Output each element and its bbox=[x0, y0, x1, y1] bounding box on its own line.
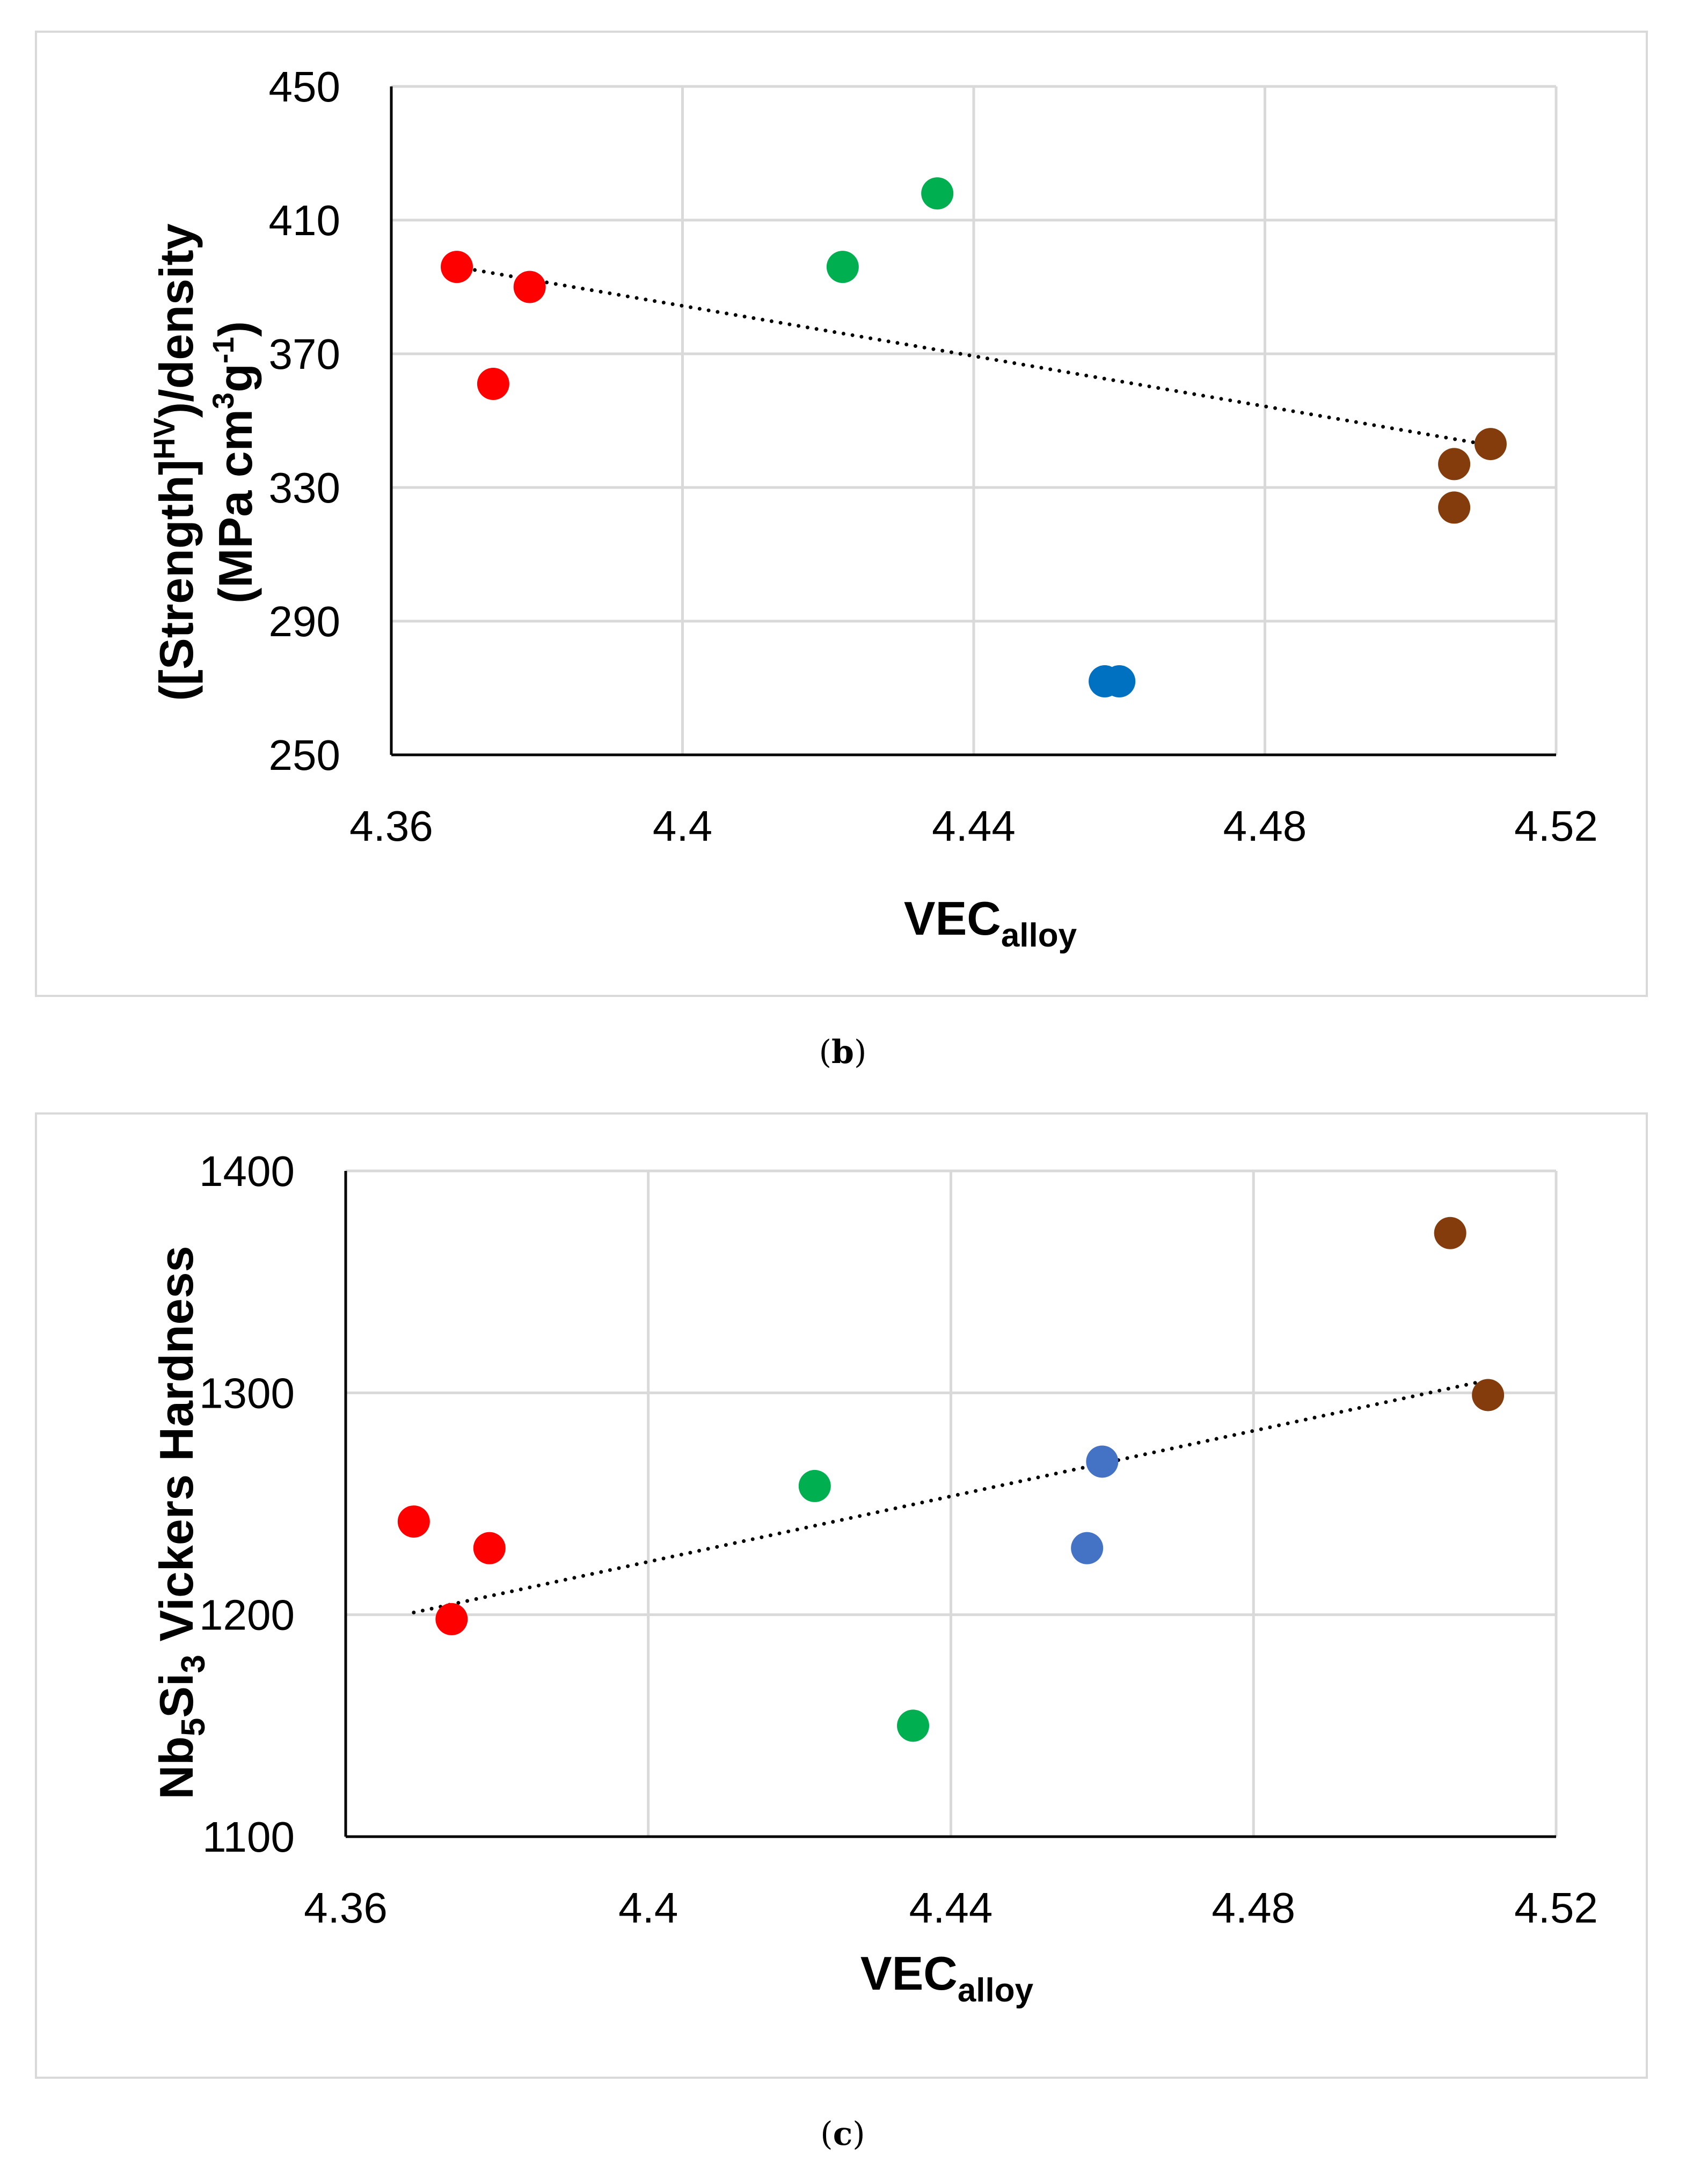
chart-panel-b: 250 290 330 370 410 450 4.36 4.4 4.44 4.48 4.52 VE… bbox=[35, 31, 1648, 997]
data-point-red bbox=[477, 368, 509, 401]
x-axis-title-subscript: alloy bbox=[958, 1972, 1034, 2009]
tick-labels: 1100 1200 1300 1400 4.36 4.4 4.44 4.48 4.52 bbox=[199, 1147, 1598, 1932]
x-tick-label: 4.36 bbox=[304, 1884, 388, 1932]
data-point-blue bbox=[1103, 665, 1136, 698]
data-point-green bbox=[921, 177, 954, 210]
y-axis-title: Nb5Si3 Vickers Hardness bbox=[150, 1246, 212, 1800]
trendline bbox=[412, 1380, 1483, 1615]
data-point-green bbox=[897, 1709, 930, 1742]
trendline bbox=[455, 265, 1485, 446]
x-tick-label: 4.44 bbox=[932, 802, 1016, 850]
x-tick-label: 4.44 bbox=[909, 1884, 993, 1932]
data-point-brown bbox=[1438, 448, 1471, 481]
x-tick-label: 4.4 bbox=[653, 802, 712, 850]
y-axis-title-subscript2: 3 bbox=[175, 1655, 212, 1673]
trendline-group bbox=[412, 1380, 1483, 1615]
x-tick-label: 4.52 bbox=[1514, 802, 1598, 850]
chart-panel-c: 1100 1200 1300 1400 4.36 4.4 4.44 4.48 4.52 VECa… bbox=[35, 1112, 1648, 2079]
y-tick-label: 410 bbox=[269, 196, 340, 244]
y-tick-label: 1300 bbox=[199, 1369, 295, 1417]
y-axis-title-line2-superscript1: 3 bbox=[206, 392, 240, 409]
y-tick-label: 290 bbox=[269, 598, 340, 645]
data-points bbox=[397, 1217, 1505, 1742]
scatter-chart-c: 1100 1200 1300 1400 4.36 4.4 4.44 4.48 4.52 VECa… bbox=[150, 1147, 1598, 2009]
data-point-red bbox=[513, 271, 546, 303]
data-point-brown bbox=[1438, 491, 1471, 524]
caption-c: (c) bbox=[820, 2115, 865, 2153]
y-tick-label: 1200 bbox=[199, 1591, 295, 1639]
x-tick-label: 4.36 bbox=[349, 802, 433, 850]
data-point-brown bbox=[1434, 1217, 1466, 1249]
data-point-red bbox=[435, 1603, 468, 1635]
data-point-red bbox=[473, 1532, 506, 1564]
scatter-chart-b: 250 290 330 370 410 450 4.36 4.4 4.44 4.48 4.52 VE… bbox=[147, 63, 1598, 954]
y-tick-label: 1400 bbox=[199, 1147, 295, 1195]
data-point-brown bbox=[1472, 1379, 1505, 1411]
x-axis-title: VECalloy bbox=[860, 1947, 1034, 2009]
x-axis-title: VECalloy bbox=[904, 892, 1077, 954]
data-point-blue bbox=[1071, 1532, 1104, 1564]
axes bbox=[344, 1171, 1556, 1838]
gridlines bbox=[346, 1169, 1558, 1837]
y-axis-title-line1-superscript: HV bbox=[147, 418, 181, 460]
data-point-red bbox=[441, 251, 473, 283]
y-tick-label: 1100 bbox=[202, 1813, 295, 1861]
y-tick-label: 370 bbox=[269, 330, 340, 378]
y-axis-title-subscript1: 5 bbox=[175, 1718, 212, 1736]
x-tick-label: 4.4 bbox=[618, 1884, 678, 1932]
axes bbox=[390, 86, 1556, 756]
y-axis-title-line1: ([Strength]HV)/density bbox=[147, 223, 203, 701]
x-tick-label: 4.48 bbox=[1211, 1884, 1295, 1932]
data-point-red bbox=[397, 1505, 430, 1538]
y-axis-title-line2: (MPa cm3g-1) bbox=[206, 321, 262, 603]
y-tick-label: 450 bbox=[269, 63, 340, 111]
data-point-green bbox=[798, 1469, 831, 1502]
gridlines bbox=[391, 85, 1558, 755]
x-tick-label: 4.48 bbox=[1223, 802, 1307, 850]
x-axis-title-subscript: alloy bbox=[1001, 917, 1077, 954]
tick-labels: 250 290 330 370 410 450 4.36 4.4 4.44 4.48 4.52 bbox=[269, 63, 1598, 850]
data-point-green bbox=[826, 251, 859, 283]
y-tick-label: 330 bbox=[269, 464, 340, 512]
trendline-group bbox=[455, 265, 1485, 446]
data-point-brown bbox=[1474, 428, 1507, 461]
x-tick-label: 4.52 bbox=[1514, 1884, 1598, 1932]
y-tick-label: 250 bbox=[269, 731, 340, 779]
caption-b: (b) bbox=[819, 1033, 867, 1071]
data-point-blue bbox=[1086, 1445, 1119, 1478]
y-axis-title-line2-superscript2: -1 bbox=[206, 337, 240, 363]
data-points bbox=[441, 177, 1507, 698]
